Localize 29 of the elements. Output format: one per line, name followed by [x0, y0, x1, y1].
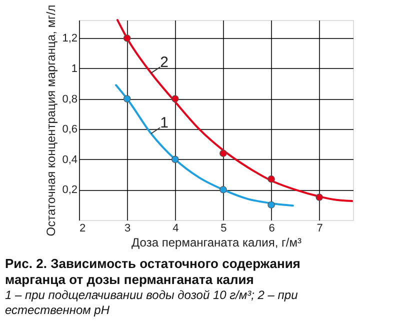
y-tick-label: 0,8	[62, 93, 78, 106]
point	[220, 150, 227, 157]
y-tick-label: 0,2	[62, 184, 78, 196]
point	[316, 194, 324, 201]
series-label: 1	[160, 114, 168, 132]
x-tick-label: 4	[172, 222, 179, 234]
line-series	[116, 19, 354, 202]
line-series	[115, 84, 294, 207]
y-axis-title: Остаточная концентрация марганца, мг/л	[44, 4, 58, 236]
y-tick-label: 1,2	[62, 32, 78, 45]
point	[123, 95, 131, 102]
x-tick-label: 7	[316, 222, 323, 234]
point	[171, 95, 179, 102]
y-tick-label: 1	[71, 62, 78, 75]
text: Рис. 2. Зависимость остаточного содержания марганца от дозы перманганата калия	[5, 256, 300, 287]
point	[268, 201, 275, 208]
x-axis-title: Доза перманганата калия, г/м³	[132, 236, 302, 250]
text: 1 – при подщелачивании воды дозой 10 г/м³; 2 – при естественном рН	[5, 288, 298, 317]
x-tick-label: 2	[80, 222, 86, 234]
series-label: 2	[160, 54, 168, 72]
point	[123, 34, 131, 42]
y-tick-label: 0,6	[62, 124, 78, 136]
y-tick-label: 0,4	[62, 154, 78, 166]
x-tick-label: 3	[124, 222, 131, 234]
x-tick-label: 5	[220, 222, 227, 234]
point	[171, 156, 179, 164]
x-tick-label: 6	[268, 222, 275, 234]
point	[220, 186, 227, 194]
point	[268, 175, 275, 183]
